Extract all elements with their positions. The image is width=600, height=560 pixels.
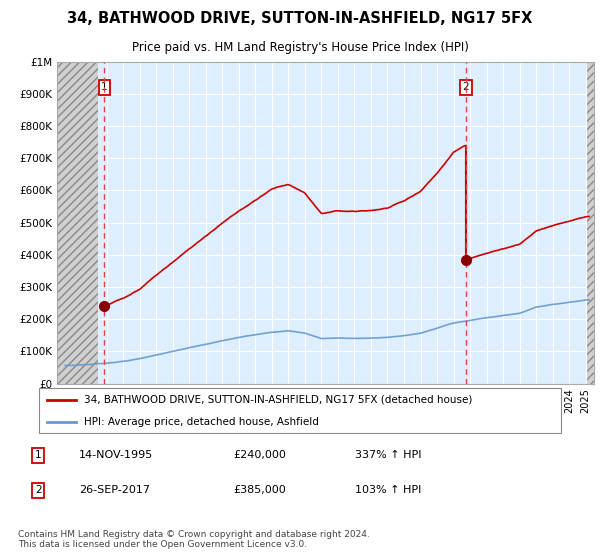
Text: 1: 1 <box>101 82 108 92</box>
Text: 14-NOV-1995: 14-NOV-1995 <box>79 450 154 460</box>
Text: £240,000: £240,000 <box>234 450 287 460</box>
Text: Contains HM Land Registry data © Crown copyright and database right 2024.
This d: Contains HM Land Registry data © Crown c… <box>18 530 370 549</box>
Bar <box>57 62 98 384</box>
Bar <box>587 62 594 384</box>
Text: 103% ↑ HPI: 103% ↑ HPI <box>355 486 422 496</box>
Text: 337% ↑ HPI: 337% ↑ HPI <box>355 450 422 460</box>
Text: 2: 2 <box>463 82 469 92</box>
Text: 26-SEP-2017: 26-SEP-2017 <box>79 486 150 496</box>
Text: 34, BATHWOOD DRIVE, SUTTON-IN-ASHFIELD, NG17 5FX: 34, BATHWOOD DRIVE, SUTTON-IN-ASHFIELD, … <box>67 11 533 26</box>
Text: £385,000: £385,000 <box>234 486 287 496</box>
Text: Price paid vs. HM Land Registry's House Price Index (HPI): Price paid vs. HM Land Registry's House … <box>131 41 469 54</box>
Text: 34, BATHWOOD DRIVE, SUTTON-IN-ASHFIELD, NG17 5FX (detached house): 34, BATHWOOD DRIVE, SUTTON-IN-ASHFIELD, … <box>83 395 472 405</box>
Text: 2: 2 <box>35 486 41 496</box>
Text: HPI: Average price, detached house, Ashfield: HPI: Average price, detached house, Ashf… <box>83 417 319 427</box>
FancyBboxPatch shape <box>38 388 562 432</box>
Text: 1: 1 <box>35 450 41 460</box>
